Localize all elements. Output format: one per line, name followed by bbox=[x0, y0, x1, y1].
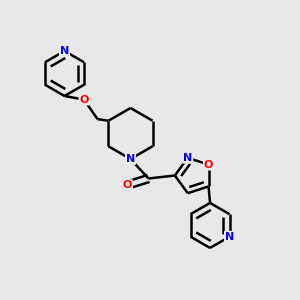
Text: N: N bbox=[60, 46, 69, 56]
Text: N: N bbox=[183, 153, 192, 163]
Text: O: O bbox=[79, 94, 89, 105]
Text: O: O bbox=[123, 180, 132, 190]
Text: O: O bbox=[204, 160, 213, 170]
Text: N: N bbox=[225, 232, 234, 242]
Text: N: N bbox=[126, 154, 135, 164]
